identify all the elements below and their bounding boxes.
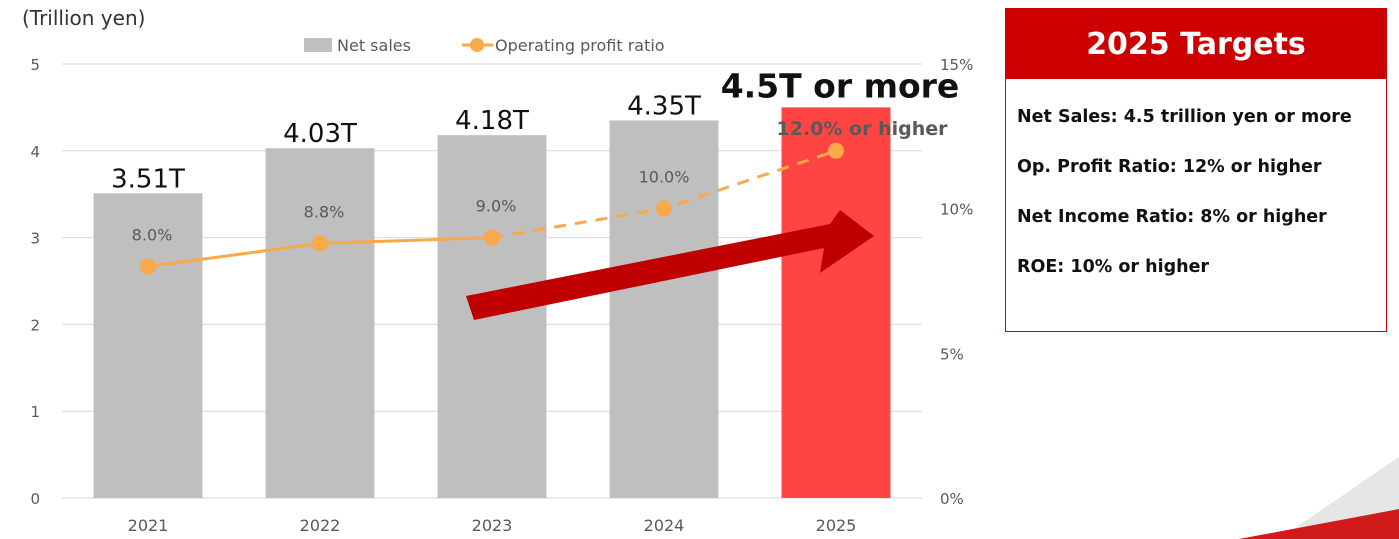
profit-data-label: 10.0% <box>639 168 690 187</box>
profit-point-2023 <box>484 230 500 246</box>
y-right-tick-label: 0% <box>940 490 964 508</box>
bar-2022 <box>266 148 375 498</box>
profit-data-label: 8.8% <box>304 202 345 221</box>
corner-decoration <box>1199 449 1399 539</box>
target-item-roe: ROE: 10% or higher <box>1017 253 1386 303</box>
bar-data-label: 4.35T <box>627 91 701 121</box>
profit-point-2024 <box>656 201 672 217</box>
y-left-tick-label: 0 <box>30 490 40 508</box>
bar-data-label: 3.51T <box>111 164 185 194</box>
y-left-tick-label: 1 <box>30 403 40 421</box>
legend-swatch-net-sales <box>304 38 332 52</box>
y-left-tick-label: 4 <box>30 143 40 161</box>
y-right-tick-label: 5% <box>940 345 964 363</box>
profit-data-label: 8.0% <box>132 226 173 245</box>
bar-data-label: 4.18T <box>455 106 529 136</box>
y-left-tick-label: 5 <box>30 56 40 74</box>
profit-data-label: 9.0% <box>476 197 517 216</box>
profit-point-2021 <box>140 259 156 275</box>
x-tick-label: 2022 <box>300 516 341 535</box>
x-tick-label: 2024 <box>644 516 685 535</box>
profit-point-2025 <box>828 143 844 159</box>
targets-list: Net Sales: 4.5 trillion yen or more Op. … <box>1006 79 1386 303</box>
x-tick-label: 2025 <box>816 516 857 535</box>
bar-data-label: 4.5T or more <box>721 66 960 105</box>
profit-data-label: 12.0% or higher <box>777 118 949 140</box>
y-right-tick-label: 10% <box>940 201 973 219</box>
bar-data-label: 4.03T <box>283 119 357 149</box>
targets-panel: 2025 Targets Net Sales: 4.5 trillion yen… <box>1005 8 1387 332</box>
legend-marker-profit <box>470 38 484 52</box>
target-item-net-income: Net Income Ratio: 8% or higher <box>1017 203 1386 253</box>
target-item-op-profit: Op. Profit Ratio: 12% or higher <box>1017 153 1386 203</box>
x-tick-label: 2023 <box>472 516 513 535</box>
y-left-tick-label: 2 <box>30 316 40 334</box>
targets-title: 2025 Targets <box>1006 9 1386 79</box>
target-item-net-sales: Net Sales: 4.5 trillion yen or more <box>1017 103 1386 153</box>
y-left-tick-label: 3 <box>30 230 40 248</box>
x-tick-label: 2021 <box>128 516 169 535</box>
bar-2025 <box>782 107 891 498</box>
profit-point-2022 <box>312 235 328 251</box>
bar-2023 <box>438 135 547 498</box>
legend-label-profit: Operating profit ratio <box>495 36 665 55</box>
legend-label-net-sales: Net sales <box>337 36 411 55</box>
